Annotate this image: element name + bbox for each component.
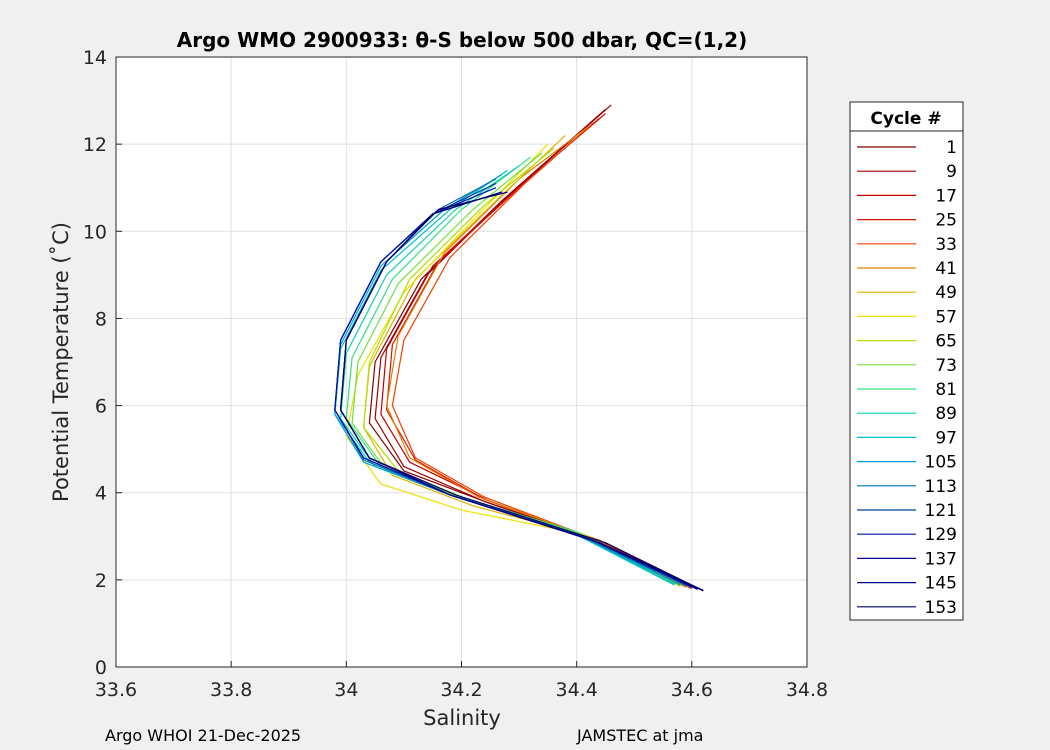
y-tick-label: 12 xyxy=(83,134,107,156)
x-tick-label: 33.6 xyxy=(95,679,137,701)
y-axis-label: Potential Temperature (˚C) xyxy=(49,222,73,502)
y-tick-label: 14 xyxy=(83,47,107,69)
y-tick-label: 2 xyxy=(95,570,107,592)
x-tick-label: 34 xyxy=(334,679,358,701)
legend-title: Cycle # xyxy=(870,109,941,129)
y-tick-label: 10 xyxy=(83,221,107,243)
x-axis-label: Salinity xyxy=(423,706,501,730)
legend-label: 113 xyxy=(925,477,957,497)
legend-label: 17 xyxy=(935,186,957,206)
chart-title: Argo WMO 2900933: θ-S below 500 dbar, QC… xyxy=(177,28,747,52)
legend-label: 153 xyxy=(925,598,957,618)
x-tick-label: 34.2 xyxy=(440,679,482,701)
legend-items: 1 9 17 25 33 41 49 57 65 73 81 89 97 105 113 121 129 137 1… xyxy=(857,138,957,618)
data-lines xyxy=(334,104,704,592)
y-tick-label: 6 xyxy=(95,396,107,418)
y-tick-label: 4 xyxy=(95,483,107,505)
legend-label: 25 xyxy=(935,211,957,231)
legend-label: 89 xyxy=(935,404,957,424)
x-tick-label: 34.8 xyxy=(786,679,828,701)
legend-label: 121 xyxy=(925,501,957,521)
legend-label: 1 xyxy=(946,138,957,158)
x-tick-label: 34.6 xyxy=(671,679,713,701)
legend: Cycle # 1 9 17 25 33 41 49 57 65 73 81 89 97 105 113 12… xyxy=(849,101,964,621)
series-line-cycle-57 xyxy=(345,143,681,587)
legend-label: 9 xyxy=(946,162,957,182)
legend-label: 97 xyxy=(935,428,957,448)
y-tick-label: 8 xyxy=(95,308,107,330)
legend-label: 49 xyxy=(935,283,957,303)
x-tick-label: 33.8 xyxy=(210,679,252,701)
legend-label: 33 xyxy=(935,235,957,255)
axis-ticks: 33.6 33.8 34 34.2 34.4 34.6 34.8 0 2 4 6 8 10 12 14 xyxy=(83,47,828,701)
footer-right: JAMSTEC at jma xyxy=(577,726,704,745)
legend-label: 145 xyxy=(925,574,957,594)
legend-label: 73 xyxy=(935,356,957,376)
legend-label: 57 xyxy=(935,307,957,327)
footer-left: Argo WHOI 21-Dec-2025 xyxy=(105,726,302,745)
legend-label: 41 xyxy=(935,259,957,279)
legend-label: 65 xyxy=(935,332,957,352)
series-line-cycle-153 xyxy=(340,191,704,592)
legend-label: 137 xyxy=(925,549,957,569)
y-tick-label: 0 xyxy=(95,657,107,679)
legend-label: 105 xyxy=(925,453,957,473)
legend-label: 129 xyxy=(925,525,957,545)
series-line-cycle-41 xyxy=(386,126,687,588)
legend-label: 81 xyxy=(935,380,957,400)
x-tick-label: 34.4 xyxy=(556,679,598,701)
